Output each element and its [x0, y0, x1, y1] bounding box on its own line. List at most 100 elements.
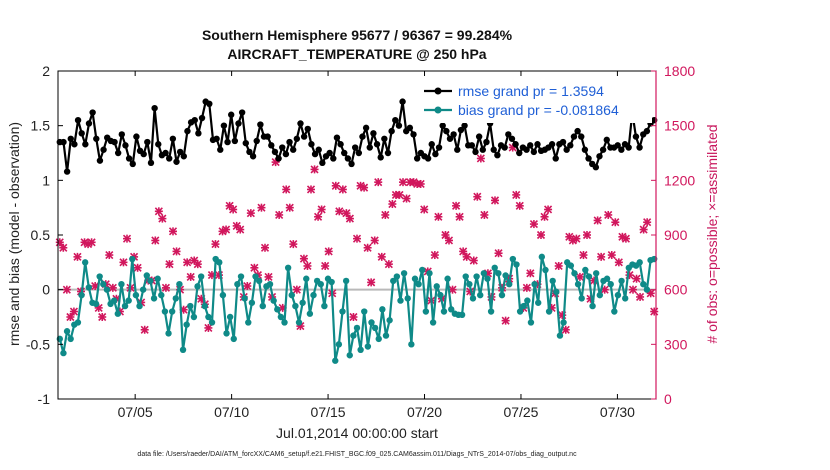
rmse-point [93, 135, 100, 142]
bias-point [237, 273, 245, 280]
obs-count-point [285, 203, 294, 212]
obs-count-point [611, 218, 620, 227]
obs-count-point [529, 220, 538, 229]
bias-point [154, 275, 161, 282]
obs-count-point [264, 272, 273, 281]
bias-point [357, 346, 364, 353]
rmse-point [446, 135, 454, 142]
bias-point [187, 302, 194, 310]
obs-count-point [455, 212, 464, 221]
rmse-point [472, 148, 479, 156]
obs-count-point [246, 209, 255, 218]
obs-count-point [324, 247, 333, 256]
bias-point [136, 302, 143, 310]
obs-count-point [172, 247, 181, 256]
bias-point [578, 295, 585, 302]
rmse-point [355, 149, 363, 157]
left-axis-tick-label: 2 [42, 63, 50, 79]
obs-count-point [140, 325, 149, 334]
rmse-point [483, 138, 490, 146]
rmse-point [122, 142, 129, 149]
obs-count-point [317, 205, 326, 214]
rmse-point [147, 159, 155, 167]
bias-point [96, 273, 103, 280]
x-axis-tick-label: 07/25 [503, 404, 538, 420]
legend: rmse grand pr = 1.3594 bias grand pr = -… [420, 79, 652, 123]
bias-point [382, 332, 390, 339]
bias-point [390, 277, 397, 285]
bias-point [466, 281, 473, 288]
bias-point [226, 313, 234, 321]
rmse-point [362, 124, 370, 132]
obs-count-point [292, 285, 301, 294]
data-file-footnote: data file: /Users/raeder/DAI/ATM_forcXX/… [137, 451, 577, 458]
x-axis-tick-label: 07/05 [118, 404, 153, 420]
obs-count-point [193, 260, 202, 269]
obs-count-point [639, 225, 648, 234]
bias-point [567, 262, 575, 269]
bias-point [614, 291, 622, 299]
x-axis-tick-label: 07/30 [600, 404, 635, 420]
rmse-point [217, 146, 224, 153]
bias-point [81, 259, 89, 266]
obs-count-point [582, 230, 592, 240]
bias-point [636, 259, 643, 266]
bias-point [484, 275, 491, 282]
obs-count-point [402, 194, 411, 203]
bias-point [266, 281, 274, 288]
rmse-point [523, 146, 530, 153]
bias-point [524, 297, 531, 304]
rmse-point [618, 146, 625, 153]
obs-count-point [66, 312, 75, 322]
rmse-point [311, 150, 319, 158]
rmse-point [428, 141, 435, 148]
bias-point [317, 281, 324, 288]
legend-box [420, 79, 652, 123]
left-axis-tick-label: 1 [42, 172, 50, 188]
obs-count-point [289, 240, 298, 249]
bias-point [408, 341, 415, 348]
bias-point [241, 295, 248, 302]
legend-rmse-label: rmse grand pr = 1.3594 [458, 83, 604, 99]
obs-count-point [501, 316, 510, 325]
obs-count-point [515, 201, 524, 210]
obs-count-point [345, 214, 354, 223]
bias-point [640, 281, 647, 288]
obs-count-point [544, 205, 553, 214]
obs-count-point [225, 201, 234, 210]
right-axis-tick-label: 900 [664, 227, 688, 243]
rmse-point [388, 127, 395, 135]
obs-count-point [384, 260, 393, 269]
obs-count-point [374, 178, 383, 187]
bias-point [480, 270, 488, 277]
bias-point [386, 317, 393, 324]
obs-count-point [306, 185, 316, 194]
obs-count-point [73, 252, 82, 261]
bias-point [571, 270, 578, 277]
bottom-axis: 07/05 07/10 07/15 07/20 07/25 07/30 [118, 71, 635, 420]
rmse-point [253, 137, 260, 145]
rmse-point [454, 146, 461, 153]
rmse-point [89, 109, 96, 116]
rmse-point [279, 144, 286, 151]
obs-count-point [282, 185, 291, 194]
bias-point [150, 295, 158, 302]
obs-count-point [572, 234, 581, 243]
rmse-point [512, 141, 519, 148]
rmse-point [643, 127, 651, 135]
bias-point [176, 281, 183, 288]
x-axis-label: Jul.01,2014 00:00:00 start [276, 425, 438, 441]
obs-count-point [494, 249, 503, 258]
bias-point [589, 302, 596, 310]
bias-point [197, 273, 205, 280]
obs-count-point [490, 196, 500, 205]
bias-point [397, 297, 404, 304]
bias-point [574, 281, 582, 288]
legend-bias-label: bias grand pr = -0.081864 [458, 102, 619, 118]
bias-point [429, 319, 437, 326]
bias-point [506, 281, 513, 288]
obs-count-point [480, 210, 489, 220]
bias-point [437, 291, 444, 299]
bias-point [542, 266, 549, 274]
